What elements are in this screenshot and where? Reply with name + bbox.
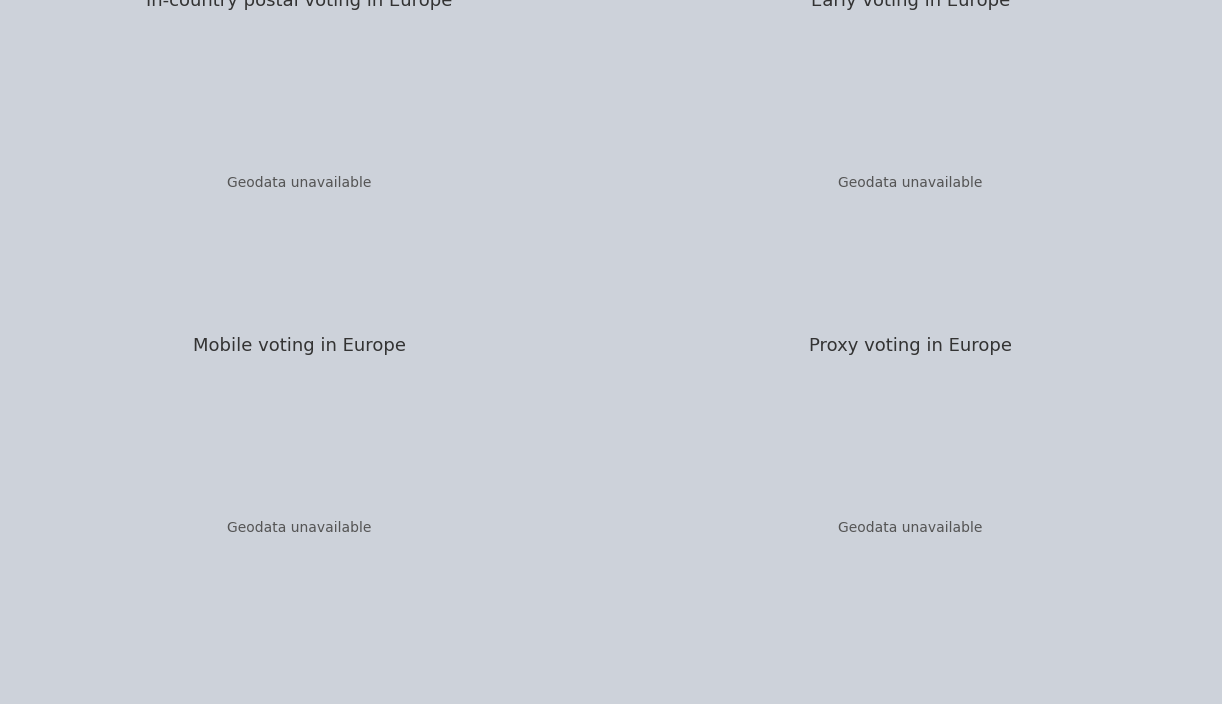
Title: Early voting in Europe: Early voting in Europe [810,0,1011,10]
Title: In-country postal voting in Europe: In-country postal voting in Europe [147,0,452,10]
Text: Geodata unavailable: Geodata unavailable [227,521,371,535]
Text: Geodata unavailable: Geodata unavailable [838,176,982,190]
Text: Geodata unavailable: Geodata unavailable [838,521,982,535]
Title: Proxy voting in Europe: Proxy voting in Europe [809,337,1012,355]
Title: Mobile voting in Europe: Mobile voting in Europe [193,337,406,355]
Text: Geodata unavailable: Geodata unavailable [227,176,371,190]
